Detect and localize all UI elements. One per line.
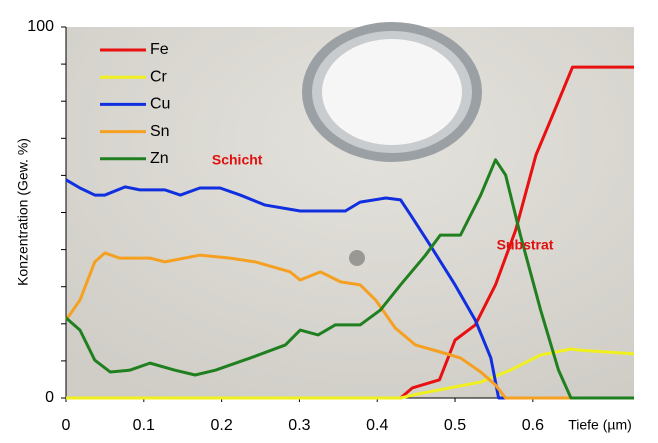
legend-label: Cr [150,68,168,85]
x-tick-label: 0.3 [288,417,310,434]
annotation: Schicht [212,151,263,167]
x-tick-label: 0.1 [133,417,155,434]
x-tick-label: 0.5 [444,417,466,434]
y-tick-label: 0 [45,389,54,406]
photo-spot [322,39,462,145]
y-axis-label: Konzentration (Gew. %) [15,138,31,286]
x-tick-label: 0.2 [210,417,232,434]
x-tick-label: 0 [62,417,71,434]
x-axis-label: Tiefe (µm) [568,417,632,433]
annotation: Substrat [497,237,554,253]
x-tick-label: 0.6 [522,417,544,434]
legend-label: Cu [150,96,170,113]
legend-label: Fe [150,41,169,58]
chart: Tiefe (µm) Konzentration (Gew. %) 0 100 0 0… [0,0,658,438]
legend-label: Sn [150,123,170,140]
y-tick-label: 100 [27,18,54,35]
photo-dot [349,250,365,266]
legend-label: Zn [150,150,169,167]
x-tick-label: 0.4 [366,417,388,434]
